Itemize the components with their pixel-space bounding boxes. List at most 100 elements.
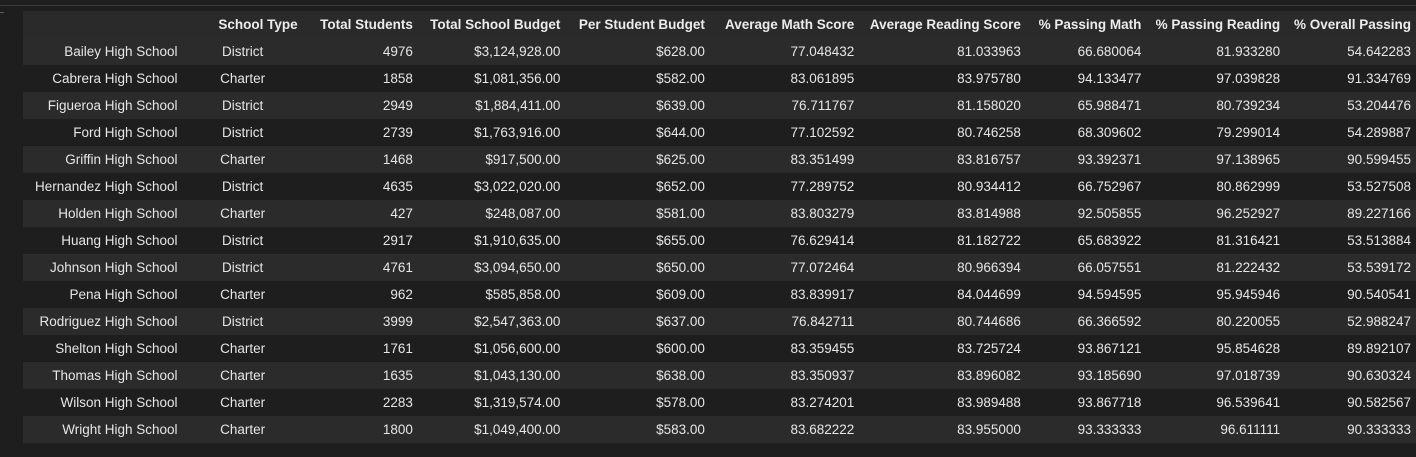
header-row: School Type Total Students Total School … xyxy=(23,11,1416,38)
row-index-school-name: Wright High School xyxy=(62,422,178,437)
cell-divider xyxy=(0,0,1416,6)
table-row: Shelton High School Charter 1761 $1,056,600… xyxy=(23,335,1416,362)
table-row: Wright High School Charter 1800 $1,049,400.… xyxy=(23,416,1416,443)
table-cell: 1468 xyxy=(382,152,413,167)
column-header: % Passing Math xyxy=(1025,11,1147,38)
table-cell: $3,022,020.00 xyxy=(474,179,561,194)
table-cell: Charter xyxy=(220,341,266,356)
table-cell: $1,319,574.00 xyxy=(474,395,561,410)
row-index-school-name: Cabrera High School xyxy=(52,71,178,86)
table-cell: District xyxy=(221,314,264,329)
table-cell: $637.00 xyxy=(656,314,705,329)
table-cell: 84.044699 xyxy=(957,287,1021,302)
table-cell: 4761 xyxy=(382,260,413,275)
table-cell: 81.316421 xyxy=(1216,233,1281,248)
table-cell: 1635 xyxy=(382,368,413,383)
table-cell: 4635 xyxy=(382,179,413,194)
row-index-school-name: Holden High School xyxy=(58,206,178,221)
table-cell: 83.803279 xyxy=(790,206,855,221)
table-cell: 90.630324 xyxy=(1347,368,1411,383)
table-cell: 83.989488 xyxy=(957,395,1021,410)
column-header: Average Math Score xyxy=(709,11,860,38)
table-cell: $1,081,356.00 xyxy=(474,71,561,86)
table-cell: 65.683922 xyxy=(1077,233,1142,248)
table-cell: $638.00 xyxy=(656,368,705,383)
row-index-school-name: Bailey High School xyxy=(64,44,178,59)
table-cell: 66.366592 xyxy=(1077,314,1142,329)
table-cell: District xyxy=(221,179,264,194)
table-cell: 1761 xyxy=(382,341,413,356)
column-header: Total School Budget xyxy=(417,11,566,38)
table-row: Pena High School Charter 962 $585,858.00 $60… xyxy=(23,281,1416,308)
table-cell: 83.061895 xyxy=(790,71,855,86)
table-cell: $639.00 xyxy=(656,98,705,113)
table-cell: Charter xyxy=(220,152,266,167)
table-cell: 90.333333 xyxy=(1347,422,1411,437)
table-cell: 83.351499 xyxy=(790,152,855,167)
table-cell: 2949 xyxy=(382,98,413,113)
table-cell: 80.966394 xyxy=(957,260,1021,275)
table-cell: 83.350937 xyxy=(790,368,855,383)
table-cell: $585,858.00 xyxy=(485,287,561,302)
table-cell: 83.725724 xyxy=(957,341,1021,356)
row-index-school-name: Johnson High School xyxy=(49,260,178,275)
table-cell: 66.752967 xyxy=(1077,179,1142,194)
table-cell: 2739 xyxy=(382,125,413,140)
column-header: School Type xyxy=(182,11,303,38)
table-cell: 962 xyxy=(390,287,413,302)
table-cell: 94.133477 xyxy=(1077,71,1142,86)
table-cell: 68.309602 xyxy=(1077,125,1142,140)
table-cell: Charter xyxy=(220,287,266,302)
table-cell: 80.934412 xyxy=(957,179,1021,194)
table-cell: 80.744686 xyxy=(957,314,1021,329)
table-cell: 65.988471 xyxy=(1077,98,1142,113)
column-header: Average Reading Score xyxy=(859,11,1026,38)
table-cell: 93.867718 xyxy=(1077,395,1142,410)
output-gutter-mark xyxy=(0,12,4,13)
table-cell: 77.072464 xyxy=(790,260,855,275)
table-row: Huang High School District 2917 $1,910,635.… xyxy=(23,227,1416,254)
table-cell: $3,094,650.00 xyxy=(474,260,561,275)
row-index-school-name: Thomas High School xyxy=(52,368,178,383)
table-cell: $1,884,411.00 xyxy=(475,98,561,113)
table-cell: Charter xyxy=(220,206,266,221)
table-row: Ford High School District 2739 $1,763,916.0… xyxy=(23,119,1416,146)
table-cell: 97.018739 xyxy=(1216,368,1281,383)
row-index-school-name: Pena High School xyxy=(69,287,178,302)
table-cell: $1,043,130.00 xyxy=(474,368,561,383)
table-cell: $655.00 xyxy=(656,233,705,248)
dataframe-output: School Type Total Students Total School … xyxy=(23,11,1416,443)
table-cell: 427 xyxy=(390,206,413,221)
table-cell: 83.975780 xyxy=(957,71,1021,86)
table-cell: 66.057551 xyxy=(1077,260,1142,275)
table-cell: 97.039828 xyxy=(1216,71,1281,86)
table-cell: 83.359455 xyxy=(790,341,855,356)
table-cell: $581.00 xyxy=(656,206,705,221)
table-cell: 79.299014 xyxy=(1216,125,1281,140)
table-cell: 53.204476 xyxy=(1347,98,1411,113)
table-cell: $1,910,635.00 xyxy=(474,233,561,248)
table-cell: 80.862999 xyxy=(1216,179,1281,194)
table-cell: 83.816757 xyxy=(957,152,1021,167)
table-row: Cabrera High School Charter 1858 $1,081,356… xyxy=(23,65,1416,92)
table-cell: 90.599455 xyxy=(1347,152,1411,167)
row-index-school-name: Figueroa High School xyxy=(47,98,178,113)
table-cell: 80.739234 xyxy=(1216,98,1281,113)
table-cell: 1858 xyxy=(382,71,413,86)
table-cell: 89.227166 xyxy=(1347,206,1411,221)
table-cell: $582.00 xyxy=(656,71,705,86)
table-cell: 83.839917 xyxy=(790,287,855,302)
table-cell: $2,547,363.00 xyxy=(474,314,561,329)
table-cell: 90.582567 xyxy=(1347,395,1411,410)
table-row: Bailey High School District 4976 $3,124,928… xyxy=(23,38,1416,65)
table-cell: $1,056,600.00 xyxy=(474,341,561,356)
table-cell: District xyxy=(221,233,264,248)
table-cell: 1800 xyxy=(382,422,413,437)
table-cell: $609.00 xyxy=(656,287,705,302)
table-row: Griffin High School Charter 1468 $917,500.0… xyxy=(23,146,1416,173)
table-cell: 52.988247 xyxy=(1347,314,1411,329)
table-cell: $1,763,916.00 xyxy=(474,125,561,140)
table-cell: 81.158020 xyxy=(957,98,1021,113)
table-cell: 4976 xyxy=(382,44,413,59)
